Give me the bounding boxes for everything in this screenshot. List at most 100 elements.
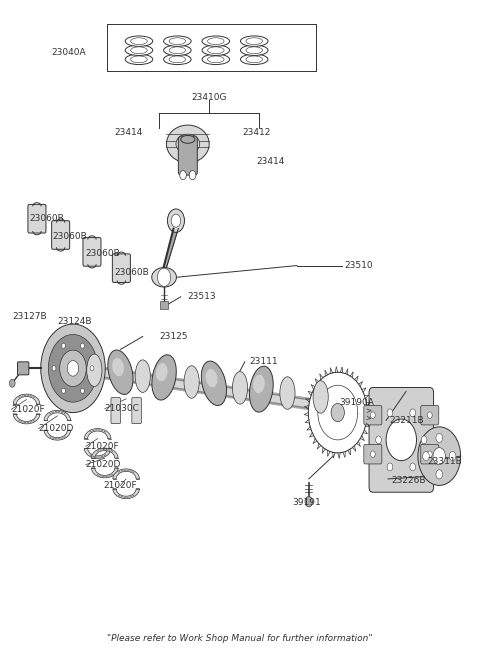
Ellipse shape xyxy=(169,56,186,63)
Circle shape xyxy=(61,388,65,394)
Text: 39191: 39191 xyxy=(292,498,321,507)
Circle shape xyxy=(48,335,97,402)
Ellipse shape xyxy=(207,56,224,63)
Ellipse shape xyxy=(125,45,153,56)
Polygon shape xyxy=(44,411,71,420)
FancyBboxPatch shape xyxy=(28,205,46,233)
Text: 21020F: 21020F xyxy=(12,405,45,414)
Ellipse shape xyxy=(184,366,199,398)
Circle shape xyxy=(386,419,417,461)
Ellipse shape xyxy=(246,56,263,63)
Circle shape xyxy=(421,436,427,443)
Ellipse shape xyxy=(313,380,328,413)
Text: "Please refer to Work Shop Manual for further information": "Please refer to Work Shop Manual for fu… xyxy=(107,634,373,644)
Ellipse shape xyxy=(207,38,224,45)
Text: 23040A: 23040A xyxy=(51,48,86,56)
Circle shape xyxy=(371,412,375,419)
Circle shape xyxy=(305,497,312,507)
Text: 23124B: 23124B xyxy=(57,317,92,326)
Ellipse shape xyxy=(152,268,177,287)
Circle shape xyxy=(427,412,432,419)
Circle shape xyxy=(81,388,84,394)
Circle shape xyxy=(410,409,416,417)
Polygon shape xyxy=(92,448,118,458)
Polygon shape xyxy=(163,228,179,271)
Ellipse shape xyxy=(131,47,147,54)
Polygon shape xyxy=(92,468,118,478)
Circle shape xyxy=(157,268,171,287)
Ellipse shape xyxy=(240,54,268,64)
Circle shape xyxy=(308,372,367,453)
Text: 23410G: 23410G xyxy=(192,92,227,102)
FancyBboxPatch shape xyxy=(421,405,439,425)
Circle shape xyxy=(436,434,443,443)
Ellipse shape xyxy=(205,369,217,387)
Ellipse shape xyxy=(246,47,263,54)
Ellipse shape xyxy=(108,350,133,394)
Text: 23510: 23510 xyxy=(344,261,373,270)
Ellipse shape xyxy=(164,54,191,64)
FancyBboxPatch shape xyxy=(369,388,433,492)
Circle shape xyxy=(52,366,56,371)
Ellipse shape xyxy=(131,38,147,45)
FancyBboxPatch shape xyxy=(112,254,131,283)
Polygon shape xyxy=(84,448,111,459)
FancyBboxPatch shape xyxy=(17,362,29,375)
Text: 23060B: 23060B xyxy=(53,232,87,241)
Text: 23412: 23412 xyxy=(242,129,271,137)
Ellipse shape xyxy=(112,358,124,376)
Ellipse shape xyxy=(152,355,176,400)
Polygon shape xyxy=(13,394,40,404)
Ellipse shape xyxy=(250,366,273,412)
Circle shape xyxy=(60,350,86,386)
Circle shape xyxy=(67,361,79,376)
Text: 21030C: 21030C xyxy=(105,404,140,413)
Ellipse shape xyxy=(180,136,195,143)
Ellipse shape xyxy=(164,45,191,56)
Text: 23311B: 23311B xyxy=(427,457,462,466)
Circle shape xyxy=(387,463,393,471)
Circle shape xyxy=(433,447,445,464)
FancyBboxPatch shape xyxy=(132,398,141,424)
Text: 21020D: 21020D xyxy=(86,460,121,469)
Ellipse shape xyxy=(131,56,147,63)
Ellipse shape xyxy=(167,125,209,163)
Text: 23060B: 23060B xyxy=(114,268,149,277)
Circle shape xyxy=(423,451,429,461)
Circle shape xyxy=(427,451,432,457)
Circle shape xyxy=(90,366,94,371)
Circle shape xyxy=(418,427,461,485)
FancyBboxPatch shape xyxy=(364,444,382,464)
Circle shape xyxy=(387,409,393,417)
Text: 23127B: 23127B xyxy=(12,312,47,321)
Ellipse shape xyxy=(125,54,153,64)
Text: 23125: 23125 xyxy=(159,332,188,341)
Polygon shape xyxy=(13,414,40,424)
Ellipse shape xyxy=(156,363,168,381)
Text: 23414: 23414 xyxy=(114,129,143,137)
Text: 23513: 23513 xyxy=(188,293,216,301)
Circle shape xyxy=(168,209,184,232)
Text: 21020D: 21020D xyxy=(38,424,74,434)
Ellipse shape xyxy=(87,354,102,386)
Circle shape xyxy=(81,343,84,348)
Text: 23226B: 23226B xyxy=(391,476,425,485)
Ellipse shape xyxy=(135,360,150,392)
Circle shape xyxy=(371,451,375,457)
Ellipse shape xyxy=(240,45,268,56)
Circle shape xyxy=(41,324,105,413)
Circle shape xyxy=(10,379,15,387)
Text: 23060B: 23060B xyxy=(29,215,64,223)
FancyBboxPatch shape xyxy=(83,237,101,266)
Ellipse shape xyxy=(169,47,186,54)
Circle shape xyxy=(180,171,186,180)
Text: 23211B: 23211B xyxy=(389,416,424,425)
Ellipse shape xyxy=(240,36,268,47)
Circle shape xyxy=(189,171,196,180)
Ellipse shape xyxy=(202,36,229,47)
FancyBboxPatch shape xyxy=(364,405,382,425)
Ellipse shape xyxy=(176,134,200,154)
FancyBboxPatch shape xyxy=(111,398,120,424)
Circle shape xyxy=(318,385,358,440)
Ellipse shape xyxy=(164,36,191,47)
